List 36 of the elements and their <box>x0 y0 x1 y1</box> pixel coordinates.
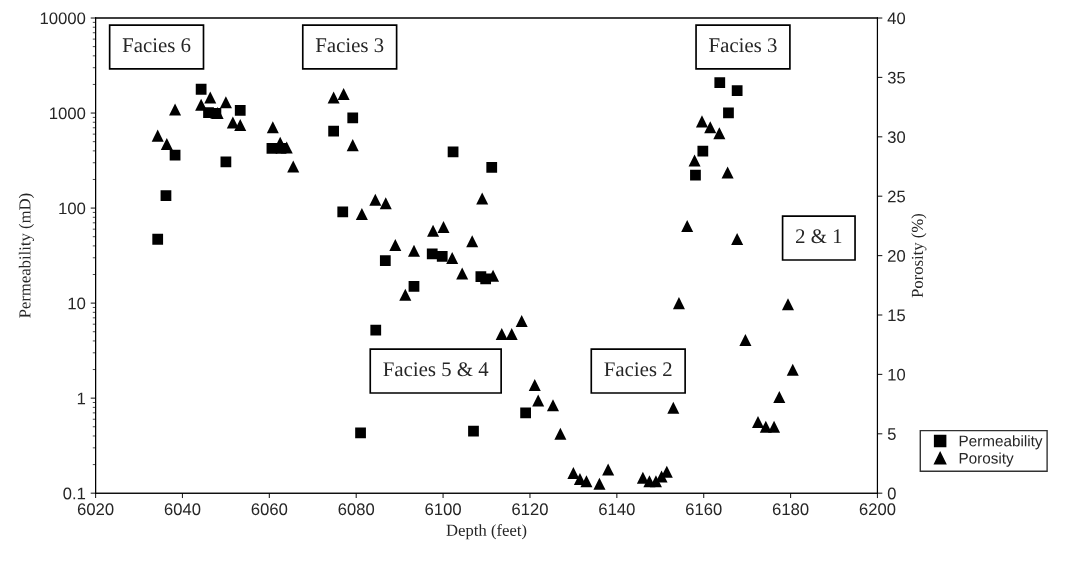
y-axis-title: Permeability (mD) <box>18 193 34 318</box>
y-tick-label: 10000 <box>40 12 86 25</box>
annotation: Facies 3 <box>709 38 777 53</box>
annotation: Facies 5 & 4 <box>383 362 489 377</box>
y2-tick-label: 10 <box>888 368 906 381</box>
y2-tick-label: 0 <box>887 487 896 500</box>
legend-label: Porosity <box>959 452 1014 467</box>
y-tick-label: 0.1 <box>63 487 86 500</box>
y-tick-label: 10 <box>68 297 86 310</box>
y-tick-label: 1 <box>77 392 86 405</box>
annotation: 2 & 1 <box>796 229 842 244</box>
x-tick-label: 6200 <box>859 503 896 516</box>
y2-tick-label: 20 <box>888 250 906 262</box>
x-tick-label: 6080 <box>338 503 375 516</box>
annotation: Facies 3 <box>315 38 384 53</box>
y-tick-label: 100 <box>59 202 86 215</box>
annotation: Facies 6 <box>122 38 191 53</box>
x-tick-label: 6040 <box>164 503 201 516</box>
x-axis-title: Depth (feet) <box>446 524 527 540</box>
x-tick-label: 6100 <box>425 503 461 516</box>
annotation: Facies 2 <box>604 362 672 377</box>
y2-tick-label: 35 <box>887 71 906 84</box>
y2-tick-label: 5 <box>887 428 896 440</box>
y-tick-label: 1000 <box>50 107 86 120</box>
x-tick-label: 6140 <box>599 503 635 516</box>
y2-tick-label: 30 <box>887 131 906 144</box>
x-tick-label: 6180 <box>772 503 809 516</box>
x-tick-label: 6020 <box>77 503 114 516</box>
x-tick-label: 6120 <box>512 503 548 516</box>
x-tick-label: 6160 <box>686 503 722 516</box>
legend-label: Permeability <box>959 435 1043 450</box>
y2-tick-label: 15 <box>888 309 906 322</box>
y2-tick-label: 40 <box>887 12 906 25</box>
y2-axis-title: Porosity (%) <box>911 213 927 298</box>
y2-tick-label: 25 <box>888 190 906 203</box>
x-tick-label: 6060 <box>251 503 288 516</box>
